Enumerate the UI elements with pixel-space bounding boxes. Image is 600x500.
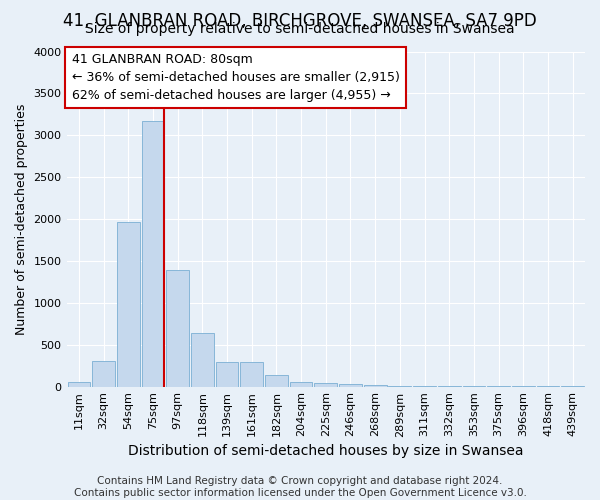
Bar bbox=[290, 382, 313, 386]
Bar bbox=[117, 222, 140, 386]
Text: 41, GLANBRAN ROAD, BIRCHGROVE, SWANSEA, SA7 9PD: 41, GLANBRAN ROAD, BIRCHGROVE, SWANSEA, … bbox=[63, 12, 537, 30]
Bar bbox=[339, 384, 362, 386]
Text: Size of property relative to semi-detached houses in Swansea: Size of property relative to semi-detach… bbox=[85, 22, 515, 36]
Y-axis label: Number of semi-detached properties: Number of semi-detached properties bbox=[15, 104, 28, 334]
Bar bbox=[314, 383, 337, 386]
Bar bbox=[241, 362, 263, 386]
Bar bbox=[215, 362, 238, 386]
Bar bbox=[68, 382, 90, 386]
Bar bbox=[142, 121, 164, 386]
Bar bbox=[265, 375, 288, 386]
Bar bbox=[92, 360, 115, 386]
Bar bbox=[191, 333, 214, 386]
X-axis label: Distribution of semi-detached houses by size in Swansea: Distribution of semi-detached houses by … bbox=[128, 444, 524, 458]
Text: Contains HM Land Registry data © Crown copyright and database right 2024.
Contai: Contains HM Land Registry data © Crown c… bbox=[74, 476, 526, 498]
Text: 41 GLANBRAN ROAD: 80sqm
← 36% of semi-detached houses are smaller (2,915)
62% of: 41 GLANBRAN ROAD: 80sqm ← 36% of semi-de… bbox=[72, 53, 400, 102]
Bar bbox=[166, 270, 189, 386]
